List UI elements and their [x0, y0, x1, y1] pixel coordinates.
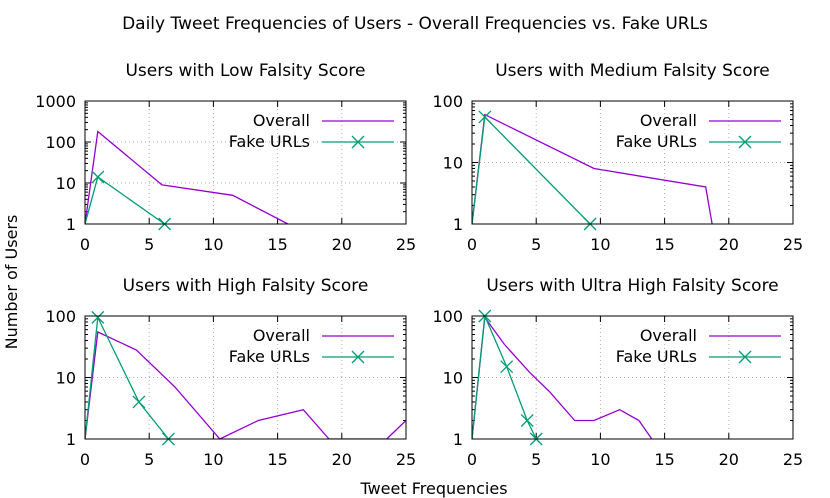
panel-4: Users with Ultra High Falsity Score 0 5 10 1…	[432, 276, 803, 469]
data-point-marker	[500, 360, 514, 374]
panel-title: Users with Ultra High Falsity Score	[486, 276, 778, 296]
series-line-overall	[472, 316, 653, 439]
panel-2: Users with Medium Falsity Score 0 5 10 15 20 2…	[432, 61, 803, 254]
legend: Overall Fake URLs	[229, 326, 394, 366]
plot-frame	[84, 100, 407, 225]
legend-marker	[351, 135, 365, 149]
y-tick-label: 1	[66, 215, 76, 234]
plot-frame	[471, 100, 794, 225]
legend-marker	[738, 135, 752, 149]
x-tick-label: 20	[719, 235, 739, 254]
plot-frame	[471, 315, 794, 440]
x-tick-label: 15	[654, 235, 674, 254]
x-tick-label: 25	[783, 450, 803, 469]
panel-3: Users with High Falsity Score 0 5 10 15 20 25 1…	[45, 276, 416, 469]
x-tick-label: 20	[332, 450, 352, 469]
y-tick-label: 1000	[35, 92, 76, 111]
y-tick-label: 100	[45, 307, 76, 326]
x-tick-label: 0	[467, 235, 477, 254]
x-tick-label: 15	[267, 235, 287, 254]
x-tick-label: 5	[531, 235, 541, 254]
y-tick-label: 100	[45, 133, 76, 152]
legend-label: Overall	[253, 111, 310, 130]
x-tick-label: 10	[203, 235, 223, 254]
x-tick-label: 0	[467, 450, 477, 469]
y-tick-label: 1	[66, 430, 76, 449]
plot-frame	[84, 315, 407, 440]
series-line-fake-urls	[85, 175, 165, 224]
legend-label: Fake URLs	[229, 132, 310, 151]
x-axis-label: Tweet Frequencies	[359, 479, 507, 498]
y-tick-label: 1	[453, 215, 463, 234]
x-tick-label: 15	[267, 450, 287, 469]
panel-1: Users with Low Falsity Score 0 5 10 15 20 25 1 1…	[35, 61, 416, 254]
x-tick-label: 0	[80, 450, 90, 469]
x-tick-label: 10	[590, 450, 610, 469]
series-line-fake-urls	[85, 316, 170, 439]
series-line-fake-urls	[472, 115, 591, 224]
x-tick-label: 5	[144, 235, 154, 254]
data-point-marker	[132, 395, 146, 409]
y-tick-label: 10	[443, 369, 463, 388]
legend: Overall Fake URLs	[616, 111, 781, 151]
y-tick-label: 100	[432, 92, 463, 111]
series-line-overall	[85, 130, 289, 224]
x-tick-label: 25	[783, 235, 803, 254]
x-tick-label: 25	[396, 450, 416, 469]
x-tick-label: 0	[80, 235, 90, 254]
legend-marker	[738, 350, 752, 364]
legend-marker	[351, 350, 365, 364]
series-line-overall	[472, 113, 713, 224]
legend: Overall Fake URLs	[616, 326, 781, 366]
legend-label: Fake URLs	[616, 347, 697, 366]
legend-label: Overall	[640, 111, 697, 130]
x-tick-label: 20	[332, 235, 352, 254]
x-tick-label: 25	[396, 235, 416, 254]
data-point-marker	[91, 310, 105, 324]
x-tick-label: 5	[531, 450, 541, 469]
x-tick-label: 5	[144, 450, 154, 469]
legend-label: Overall	[253, 326, 310, 345]
panel-title: Users with High Falsity Score	[123, 276, 369, 296]
panel-title: Users with Medium Falsity Score	[495, 61, 770, 81]
y-tick-label: 10	[56, 174, 76, 193]
y-tick-label: 10	[56, 369, 76, 388]
legend: Overall Fake URLs	[229, 111, 394, 151]
x-tick-label: 10	[203, 450, 223, 469]
legend-label: Fake URLs	[229, 347, 310, 366]
data-point-marker	[520, 414, 534, 427]
legend-label: Overall	[640, 326, 697, 345]
figure-title: Daily Tweet Frequencies of Users - Overa…	[122, 14, 708, 34]
legend-label: Fake URLs	[616, 132, 697, 151]
x-tick-label: 15	[654, 450, 674, 469]
y-tick-label: 10	[443, 154, 463, 173]
series-line-overall	[85, 331, 406, 439]
y-tick-label: 100	[432, 307, 463, 326]
x-tick-label: 10	[590, 235, 610, 254]
y-axis-label: Number of Users	[2, 215, 21, 350]
x-tick-label: 20	[719, 450, 739, 469]
data-point-marker	[478, 110, 492, 124]
data-point-marker	[91, 170, 105, 184]
y-tick-label: 1	[453, 430, 463, 449]
panel-title: Users with Low Falsity Score	[125, 61, 365, 81]
